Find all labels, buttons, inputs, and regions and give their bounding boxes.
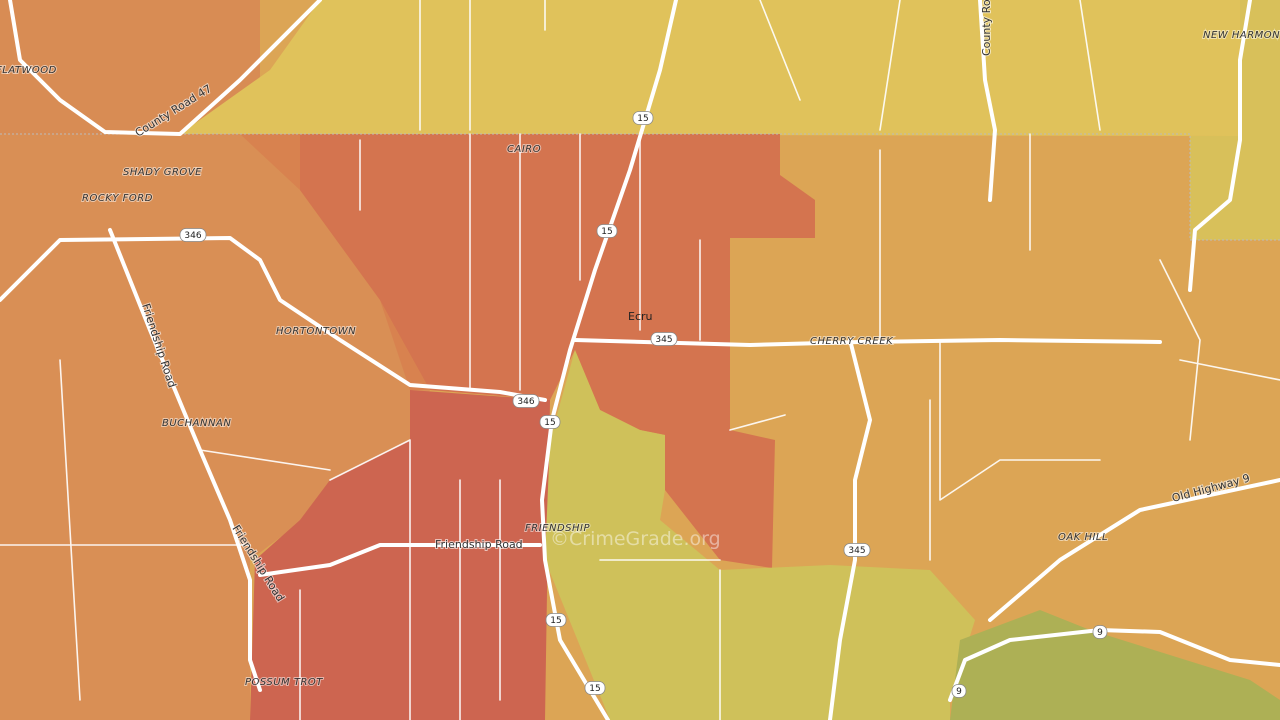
route-number: 346 bbox=[517, 397, 534, 407]
route-shield bbox=[539, 415, 561, 429]
highway bbox=[573, 338, 1162, 347]
region bbox=[300, 134, 815, 568]
route-shield bbox=[951, 684, 967, 698]
region bbox=[545, 350, 975, 720]
route-number: 9 bbox=[1097, 628, 1103, 638]
place-label: NEW HARMONY bbox=[1203, 30, 1280, 41]
route-shield bbox=[843, 543, 871, 557]
route-shield bbox=[632, 111, 654, 125]
place-label: FRIENDSHIP bbox=[525, 523, 590, 534]
highway bbox=[978, 0, 997, 202]
region bbox=[250, 390, 550, 720]
route-number: 9 bbox=[956, 687, 962, 697]
highway bbox=[108, 228, 262, 692]
highway bbox=[8, 0, 322, 136]
route-shield bbox=[584, 681, 606, 695]
place-label: OAK HILL bbox=[1058, 532, 1108, 543]
place-label: SHADY GROVE bbox=[123, 167, 202, 178]
region bbox=[240, 134, 430, 390]
route-number: 15 bbox=[544, 418, 555, 428]
boundary bbox=[0, 133, 1280, 241]
highway bbox=[828, 338, 872, 720]
shields: 15 15 15 15 15 346 346 345 345 9 9 bbox=[179, 111, 1108, 698]
route-shield bbox=[596, 224, 618, 238]
watermark: ©CrimeGrade.org bbox=[550, 528, 721, 550]
route-shield bbox=[179, 228, 207, 242]
place-label: ROCKY FORD bbox=[82, 193, 153, 204]
town-label: Ecru bbox=[628, 310, 653, 323]
place-label: CHERRY CREEK bbox=[810, 336, 894, 347]
route-number: 15 bbox=[637, 114, 648, 124]
region bbox=[0, 134, 430, 720]
place-label: FLATWOOD bbox=[0, 65, 57, 76]
region bbox=[1190, 0, 1280, 240]
route-number: 346 bbox=[184, 231, 201, 241]
place-label: POSSUM TROT bbox=[245, 677, 323, 688]
road-label: County Road bbox=[980, 0, 993, 56]
highway bbox=[988, 478, 1280, 622]
region bbox=[180, 0, 1250, 136]
route-number: 345 bbox=[848, 546, 865, 556]
route-number: 15 bbox=[589, 684, 600, 694]
route-shield bbox=[512, 394, 540, 408]
route-number: 15 bbox=[601, 227, 612, 237]
route-shield bbox=[1092, 625, 1108, 639]
highway bbox=[1188, 0, 1252, 292]
place-label: HORTONTOWN bbox=[276, 326, 356, 337]
road-label: Friendship Road bbox=[435, 538, 523, 551]
route-number: 345 bbox=[655, 335, 672, 345]
route-shield bbox=[650, 332, 678, 346]
place-label: CAIRO bbox=[507, 144, 541, 155]
route-shield bbox=[545, 613, 567, 627]
route-number: 15 bbox=[550, 616, 561, 626]
place-label: BUCHANNAN bbox=[162, 418, 231, 429]
